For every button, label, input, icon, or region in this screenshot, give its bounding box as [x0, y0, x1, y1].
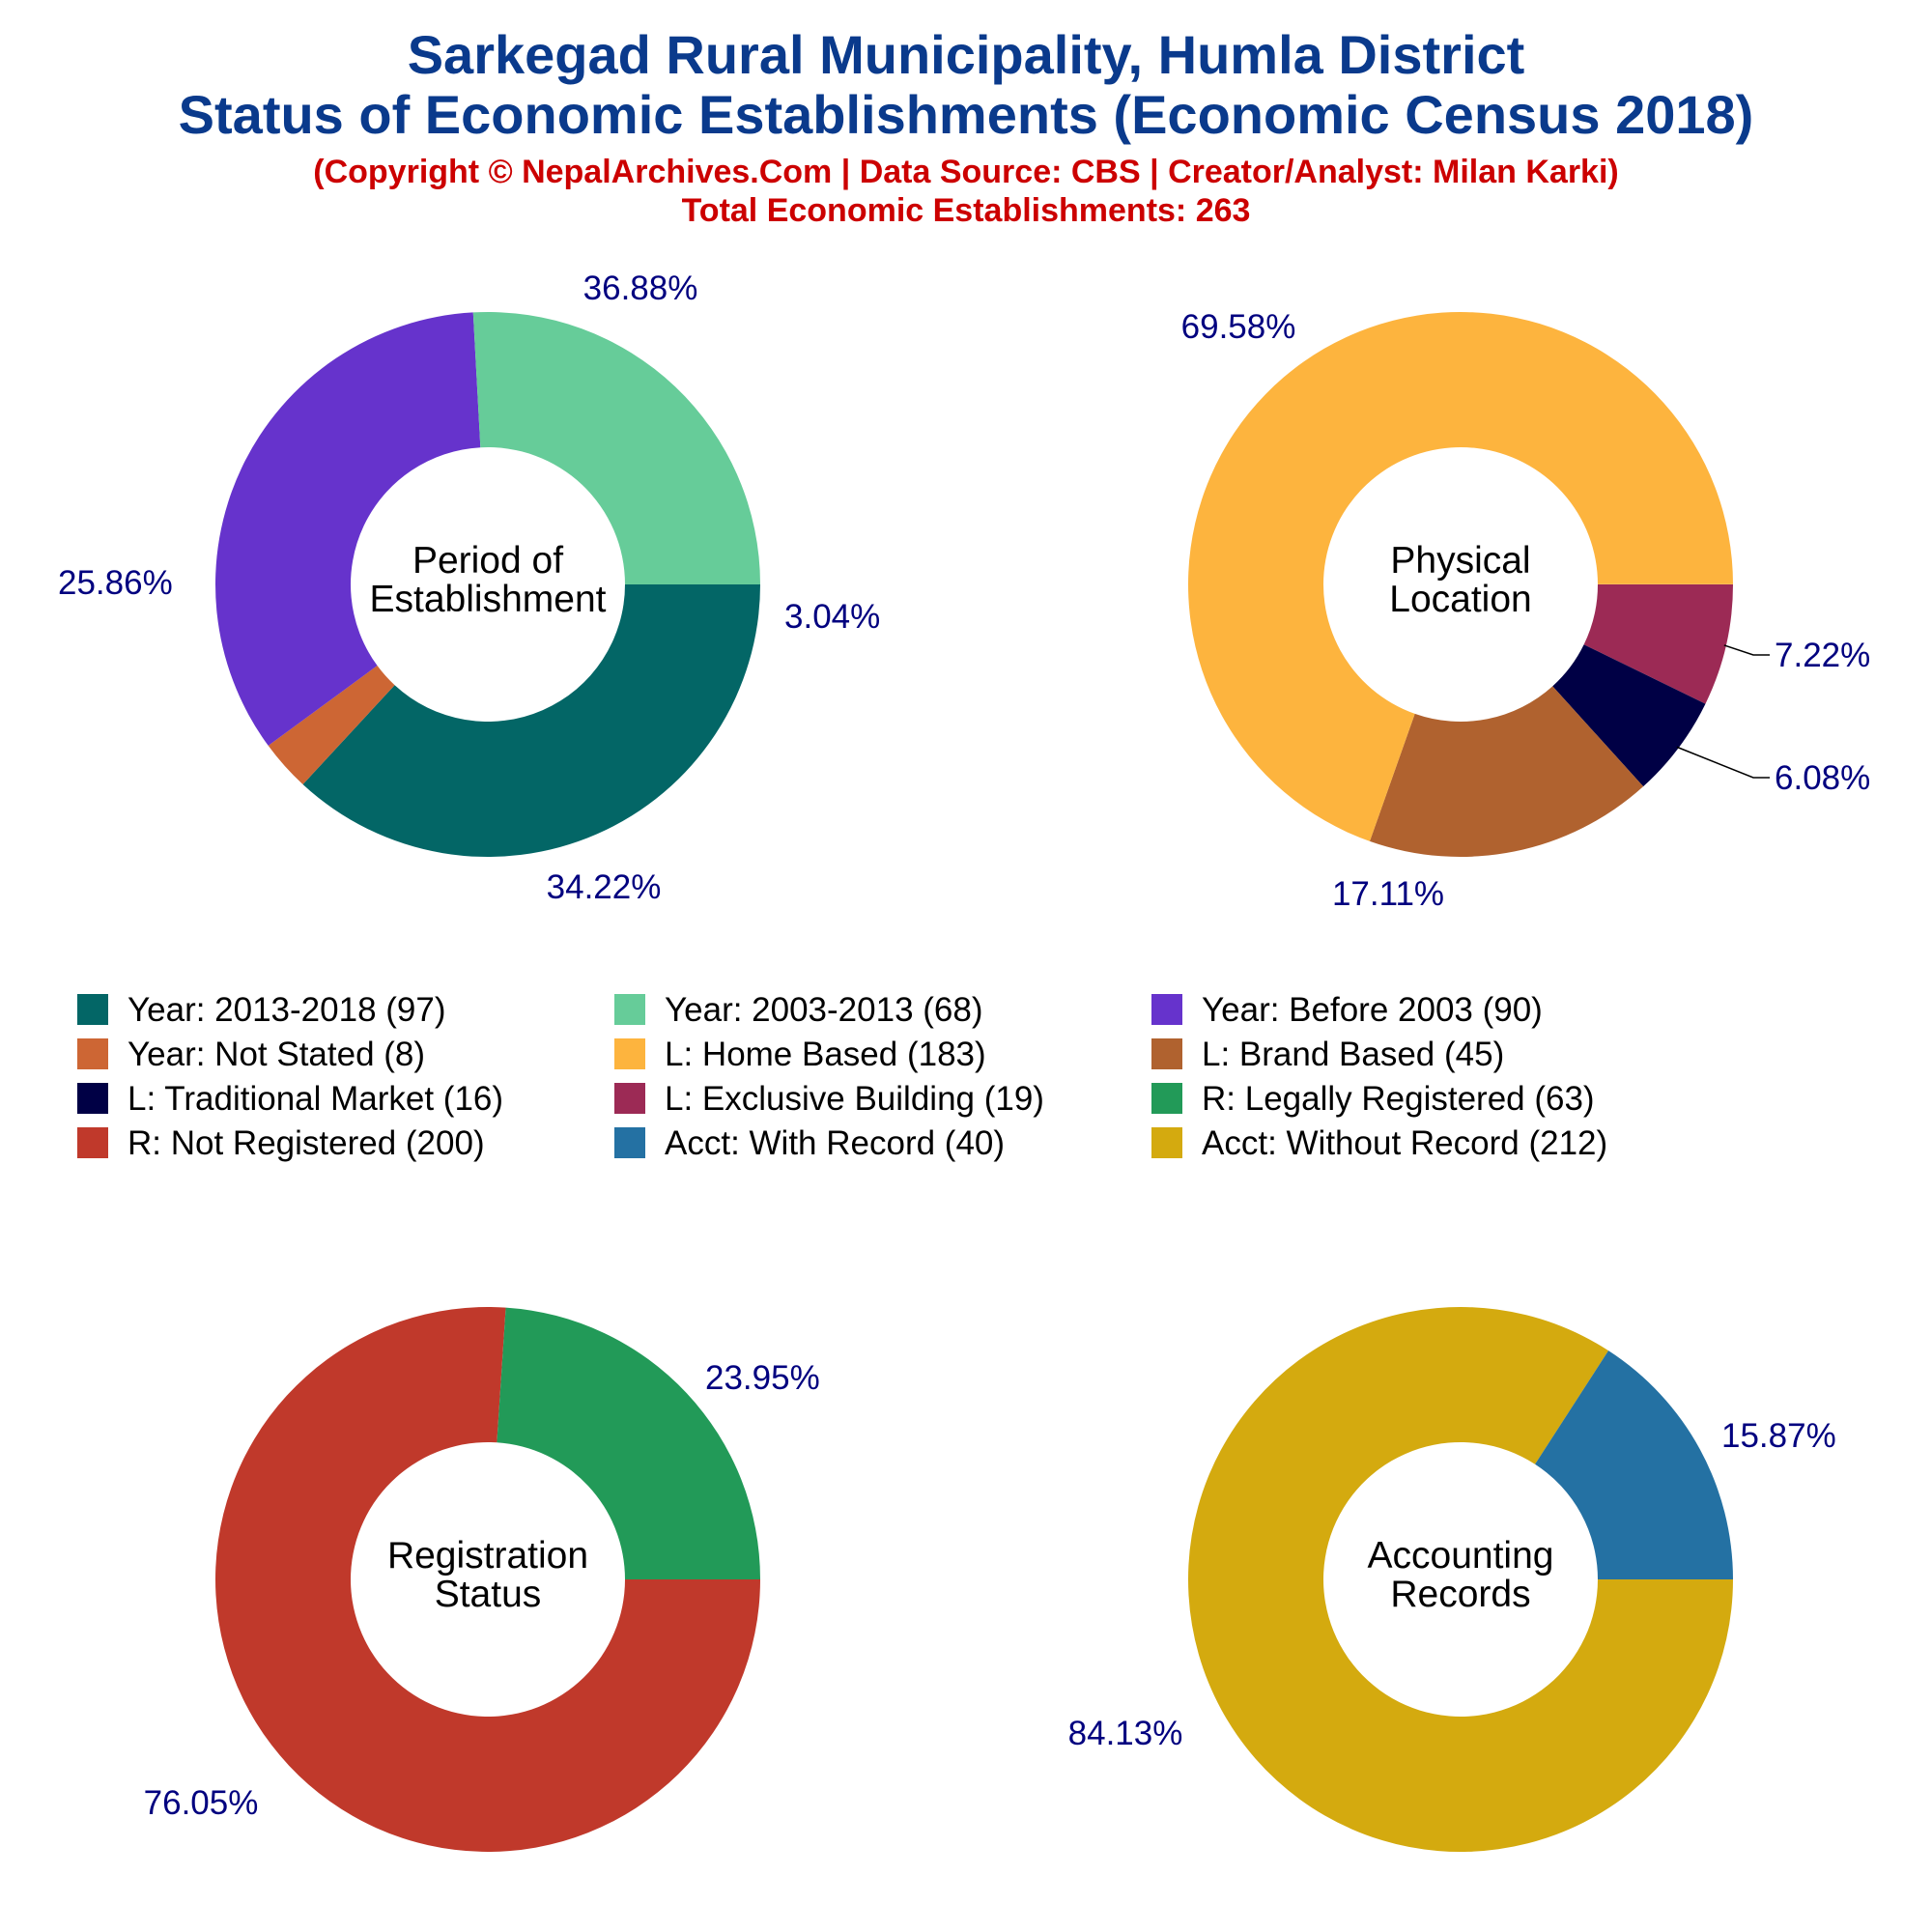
data-label-r-not-registered: 76.05%: [144, 1784, 259, 1822]
data-label-acct-with-record: 15.87%: [1721, 1417, 1836, 1455]
legend-swatch: [1151, 994, 1182, 1025]
slice-l-home-based: [1188, 311, 1733, 841]
legend-swatch: [77, 1038, 108, 1069]
legend-label: R: Not Registered (200): [128, 1124, 485, 1162]
leader-line-l-traditional-market: [1676, 746, 1770, 779]
legend-swatch: [1151, 1127, 1182, 1158]
legend-swatch: [614, 1038, 645, 1069]
chart-subtitle: (Copyright © NepalArchives.Com | Data So…: [313, 154, 1619, 190]
legend-label: L: Exclusive Building (19): [665, 1080, 1044, 1118]
legend-swatch: [77, 1127, 108, 1158]
legend-swatch: [1151, 1038, 1182, 1069]
center-label-period-of-establishment-1: Period of: [412, 540, 563, 582]
legend-swatch: [614, 1127, 645, 1158]
data-label-year-not-stated: 3.04%: [784, 598, 880, 636]
data-label-year-before-2003: 34.22%: [547, 868, 662, 906]
slice-r-not-registered: [214, 1307, 761, 1852]
legend-label: R: Legally Registered (63): [1202, 1080, 1595, 1118]
slice-year-2003-2013: [472, 312, 760, 584]
legend-label: Year: Before 2003 (90): [1202, 991, 1543, 1029]
leader-line-l-exclusive-building: [1723, 644, 1770, 656]
center-label-registration-status-1: Registration: [387, 1535, 588, 1577]
legend-item-year-2013-2018-97: Year: 2013-2018 (97): [77, 991, 446, 1029]
legend-swatch: [1151, 1083, 1182, 1114]
slice-acct-with-record: [1535, 1350, 1733, 1579]
legend-label: L: Home Based (183): [665, 1036, 986, 1073]
legend-item-r-legally-registered-63: R: Legally Registered (63): [1151, 1080, 1595, 1118]
slice-acct-without-record: [1188, 1306, 1733, 1852]
slice-year-not-stated: [268, 666, 395, 785]
slice-year-2013-2018: [302, 584, 760, 857]
chart-title-line-2: Status of Economic Establishments (Econo…: [178, 84, 1754, 145]
legend-item-r-not-registered-200: R: Not Registered (200): [77, 1124, 485, 1162]
legend-label: L: Traditional Market (16): [128, 1080, 503, 1118]
chart-header: Sarkegad Rural Municipality, Humla Distr…: [0, 0, 1932, 230]
slice-r-legally-registered: [497, 1307, 760, 1579]
center-label-accounting-records-1: Accounting: [1368, 1535, 1554, 1577]
slice-year-before-2003: [215, 312, 481, 746]
legend-swatch: [77, 1083, 108, 1114]
donut-charts: 36.88% 3.04% 34.22% 25.86% Period ofEstablis…: [58, 270, 1870, 1852]
data-label-l-home-based: 69.58%: [1181, 308, 1296, 346]
slice-l-traditional-market: [1552, 644, 1706, 787]
legend-label: L: Brand Based (45): [1202, 1036, 1504, 1073]
legend-label: Year: 2003-2013 (68): [665, 991, 983, 1029]
chart-title-line-1: Sarkegad Rural Municipality, Humla Distr…: [407, 24, 1525, 85]
slice-l-exclusive-building: [1583, 584, 1733, 704]
data-label-l-exclusive-building: 7.22%: [1775, 637, 1870, 674]
legend: Year: 2013-2018 (97) Year: 2003-2013 (68)…: [77, 991, 1607, 1162]
legend-swatch: [614, 1083, 645, 1114]
legend-item-l-brand-based-45: L: Brand Based (45): [1151, 1036, 1504, 1073]
data-label-year-2003-2013: 25.86%: [58, 564, 173, 602]
legend-item-year-2003-2013-68: Year: 2003-2013 (68): [614, 991, 983, 1029]
slice-l-brand-based: [1369, 686, 1644, 857]
center-label-accounting-records-2: Records: [1390, 1574, 1530, 1615]
data-label-r-legally-registered: 23.95%: [705, 1359, 820, 1397]
legend-item-l-traditional-market-16: L: Traditional Market (16): [77, 1080, 503, 1118]
legend-label: Acct: Without Record (212): [1202, 1124, 1607, 1162]
legend-item-acct-without-record-212: Acct: Without Record (212): [1151, 1124, 1607, 1162]
legend-label: Year: Not Stated (8): [128, 1036, 425, 1073]
data-label-year-2013-2018: 36.88%: [583, 270, 698, 307]
donut-period-of-establishment: 36.88% 3.04% 34.22% 25.86% Period ofEstablis…: [58, 270, 880, 906]
legend-swatch: [77, 994, 108, 1025]
legend-item-year-not-stated-8: Year: Not Stated (8): [77, 1036, 425, 1073]
center-label-physical-location-2: Location: [1389, 579, 1531, 620]
chart-total: Total Economic Establishments: 263: [681, 192, 1251, 229]
legend-label: Year: 2013-2018 (97): [128, 991, 446, 1029]
data-label-acct-without-record: 84.13%: [1068, 1715, 1183, 1752]
center-label-physical-location-1: Physical: [1390, 540, 1530, 582]
data-label-l-traditional-market: 6.08%: [1775, 759, 1870, 797]
legend-item-year-before-2003-90: Year: Before 2003 (90): [1151, 991, 1543, 1029]
data-label-l-brand-based: 17.11%: [1332, 875, 1444, 913]
legend-label: Acct: With Record (40): [665, 1124, 1005, 1162]
legend-item-l-exclusive-building-19: L: Exclusive Building (19): [614, 1080, 1044, 1118]
center-label-registration-status-2: Status: [435, 1574, 542, 1615]
center-label-period-of-establishment-2: Establishment: [370, 579, 607, 620]
legend-item-l-home-based-183: L: Home Based (183): [614, 1036, 986, 1073]
legend-swatch: [614, 994, 645, 1025]
legend-item-acct-with-record-40: Acct: With Record (40): [614, 1124, 1005, 1162]
